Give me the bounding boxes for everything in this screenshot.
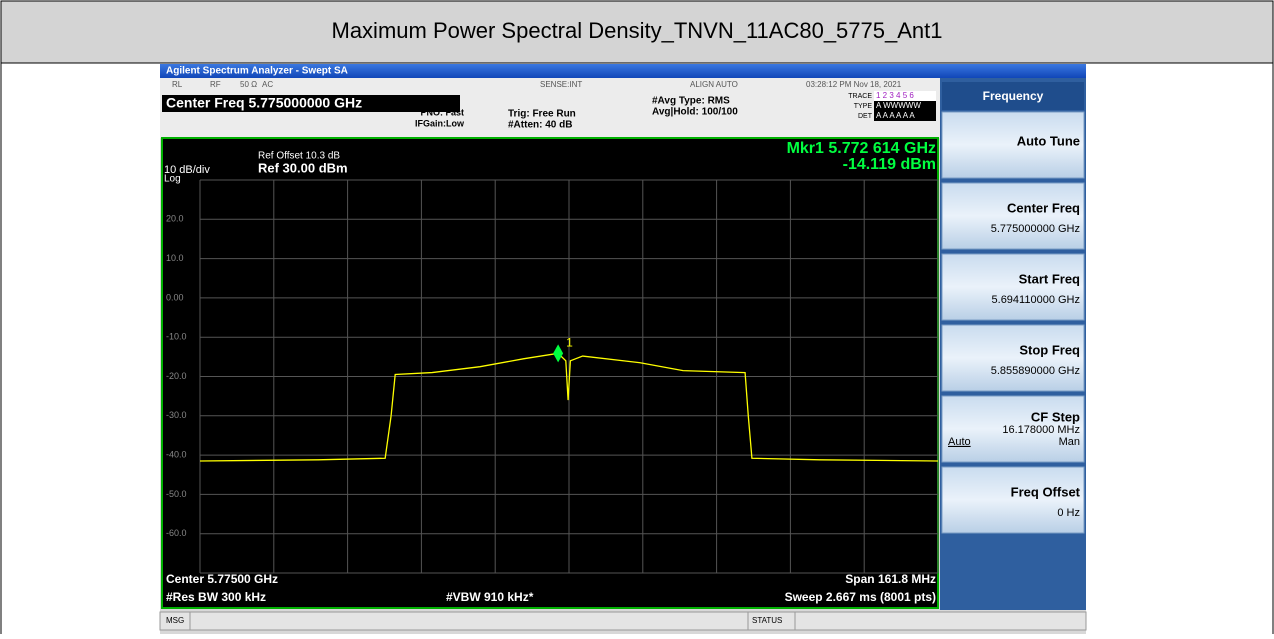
trace-info-label: TYPE	[854, 103, 873, 110]
status-item: RF	[210, 80, 221, 89]
graph-text: Ref 30.00 dBm	[258, 160, 348, 175]
graph-text: Log	[164, 174, 181, 185]
y-tick-label: -40.0	[166, 449, 187, 459]
trace-info-bg	[874, 91, 936, 101]
y-tick-label: 0.00	[166, 292, 184, 302]
trace-info-value: A WWWWW	[876, 101, 921, 110]
softkey-value: 5.775000000 GHz	[991, 223, 1080, 235]
y-tick-label: -10.0	[166, 332, 187, 342]
softkey-label: Auto Tune	[1017, 133, 1080, 148]
status-item: 50 Ω	[240, 80, 257, 89]
softkey-value: 16.178000 MHz	[1002, 424, 1080, 436]
softkey-value: 5.855890000 GHz	[991, 365, 1080, 377]
y-tick-label: -60.0	[166, 528, 187, 538]
softkey-title: Frequency	[983, 89, 1044, 103]
graph-text: Mkr1 5.772 614 GHz	[787, 140, 936, 157]
softkey	[941, 324, 1085, 392]
marker-label: 1	[566, 336, 573, 350]
title-cell	[0, 0, 1274, 64]
y-tick-label: 10.0	[166, 253, 184, 263]
softkey-option: Man	[1059, 436, 1080, 448]
softkey	[941, 182, 1085, 250]
graph-text: -14.119 dBm	[843, 156, 936, 173]
trig: Trig: Free Run	[508, 109, 576, 120]
softkey-label: CF Step	[1031, 409, 1080, 424]
softkey-value: 5.694110000 GHz	[992, 294, 1080, 306]
y-tick-label: -30.0	[166, 410, 187, 420]
softkey-value: 0 Hz	[1057, 507, 1080, 519]
graph-text: Ref Offset 10.3 dB	[258, 151, 340, 162]
softkey	[941, 466, 1085, 534]
y-tick-label: -20.0	[166, 371, 187, 381]
status-item: RL	[172, 80, 183, 89]
center-freq: Center Freq 5.775000000 GHz	[166, 95, 362, 111]
trace-info-bg	[874, 101, 936, 111]
softkey-option: Auto	[948, 436, 971, 448]
y-tick-label: 20.0	[166, 214, 184, 224]
softkey	[941, 395, 1085, 463]
trace-info-value: A A A A A A	[876, 111, 915, 120]
softkey-label: Freq Offset	[1011, 484, 1081, 499]
status-item: AC	[262, 80, 273, 89]
status-item: ALIGN AUTO	[690, 80, 738, 89]
marker	[553, 344, 564, 363]
title-bar	[160, 64, 1086, 78]
title-bar-text: Agilent Spectrum Analyzer - Swept SA	[166, 66, 348, 77]
atten: #Atten: 40 dB	[508, 120, 572, 131]
avg-type: #Avg Type: RMS	[652, 96, 730, 107]
graph-text: #Res BW 300 kHz	[166, 590, 266, 604]
softkey-label: Stop Freq	[1019, 342, 1080, 357]
trace-info-label: DET	[858, 113, 873, 120]
graph	[161, 137, 939, 609]
center-freq-box	[162, 95, 460, 112]
y-tick-label: -50.0	[166, 489, 187, 499]
pno: PNO: Fast	[420, 107, 464, 117]
status-item: 03:28:12 PM Nov 18, 2021	[806, 80, 902, 89]
graph-text: #VBW 910 kHz*	[446, 590, 534, 604]
softkey-title-bg	[942, 82, 1084, 110]
trace-info-value: 1 2 3 4 5 6	[876, 91, 914, 100]
msg: MSG	[166, 616, 184, 625]
trace-info-label: TRACE	[848, 93, 872, 100]
trace-info-bg	[874, 111, 936, 121]
status-bar	[159, 611, 1087, 631]
avg-hold: Avg|Hold: 100/100	[652, 107, 738, 118]
graph-text: Span 161.8 MHz	[845, 572, 936, 586]
softkey	[941, 111, 1085, 179]
graph-text: Sweep 2.667 ms (8001 pts)	[785, 590, 936, 604]
status-item: SENSE:INT	[540, 80, 582, 89]
trace	[199, 352, 939, 462]
graph-text: Center 5.77500 GHz	[166, 572, 278, 586]
status: STATUS	[752, 616, 782, 625]
ifgain: IFGain:Low	[415, 118, 465, 128]
graph-text: 10 dB/div	[164, 164, 210, 176]
softkey-label: Start Freq	[1019, 271, 1080, 286]
softkey	[941, 253, 1085, 321]
softkey-label: Center Freq	[1007, 200, 1080, 215]
report-title: Maximum Power Spectral Density_TNVN_11AC…	[332, 18, 943, 43]
